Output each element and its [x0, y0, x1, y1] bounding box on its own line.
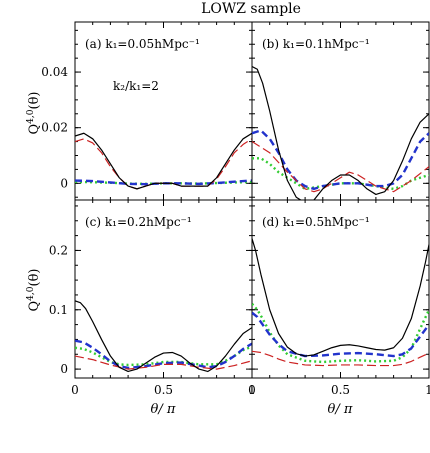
- y-tick-label: 0.02: [41, 121, 68, 135]
- series-line: [75, 300, 252, 373]
- figure-title: LOWZ sample: [201, 1, 301, 17]
- panel-label: (b) k₁=0.1hMpc⁻¹: [262, 37, 370, 51]
- series-group: [252, 238, 429, 367]
- y-tick-label: 0: [60, 362, 68, 376]
- y-tick-label: 0.04: [41, 65, 68, 79]
- series-line: [252, 350, 429, 367]
- svg-text:Q4,0(θ): Q4,0(θ): [26, 269, 42, 312]
- panel-label: (d) k₁=0.5hMpc⁻¹: [262, 215, 370, 229]
- series-line: [252, 311, 429, 358]
- series-group: [75, 300, 252, 373]
- panel-label: (c) k₁=0.2hMpc⁻¹: [85, 215, 192, 229]
- x-tick-label: 1: [425, 383, 430, 397]
- panel-c: 0 0.1 0.2 0 0.5 1 (c) k₁=0.2hMpc⁻¹: [49, 199, 256, 397]
- series-group: [252, 65, 429, 200]
- panels: 0 0.02 0.04 (a) k₁=0.05hMpc⁻¹ k₂/k₁=2 (b) k₁=…: [41, 21, 430, 397]
- svg-text:Q4,0(θ): Q4,0(θ): [26, 92, 42, 135]
- x-tick-label: 0: [248, 383, 256, 397]
- series-line: [252, 129, 429, 191]
- x-tick-label: 0.5: [154, 383, 173, 397]
- x-tick-label: 0.5: [331, 383, 350, 397]
- series-line: [252, 65, 429, 200]
- x-tick-label: 1: [248, 383, 256, 397]
- y-axis-label-top: Q4,0(θ): [26, 92, 42, 135]
- y-tick-label: 0.2: [49, 243, 68, 257]
- panel-d: 0 0.5 1 (d) k₁=0.5hMpc⁻¹: [248, 199, 430, 397]
- panel-b: (b) k₁=0.1hMpc⁻¹: [251, 21, 430, 201]
- y-axis-label-bottom: Q4,0(θ): [26, 269, 42, 312]
- y-tick-label: 0: [60, 176, 68, 190]
- series-line: [75, 355, 252, 370]
- series-line: [75, 339, 252, 370]
- panel-annotation: k₂/k₁=2: [113, 79, 159, 93]
- y-tick-label: 0.1: [49, 303, 68, 317]
- panel-a: 0 0.02 0.04 (a) k₁=0.05hMpc⁻¹ k₂/k₁=2: [41, 21, 253, 201]
- x-axis-label-left: θ/ π: [151, 402, 176, 417]
- x-tick-label: 0: [71, 383, 79, 397]
- series-line: [252, 141, 429, 193]
- x-axis-label-right: θ/ π: [328, 402, 353, 417]
- panel-label: (a) k₁=0.05hMpc⁻¹: [85, 37, 200, 51]
- series-line: [252, 303, 429, 364]
- series-line: [75, 132, 252, 190]
- series-line: [252, 238, 429, 357]
- series-group: [75, 132, 252, 190]
